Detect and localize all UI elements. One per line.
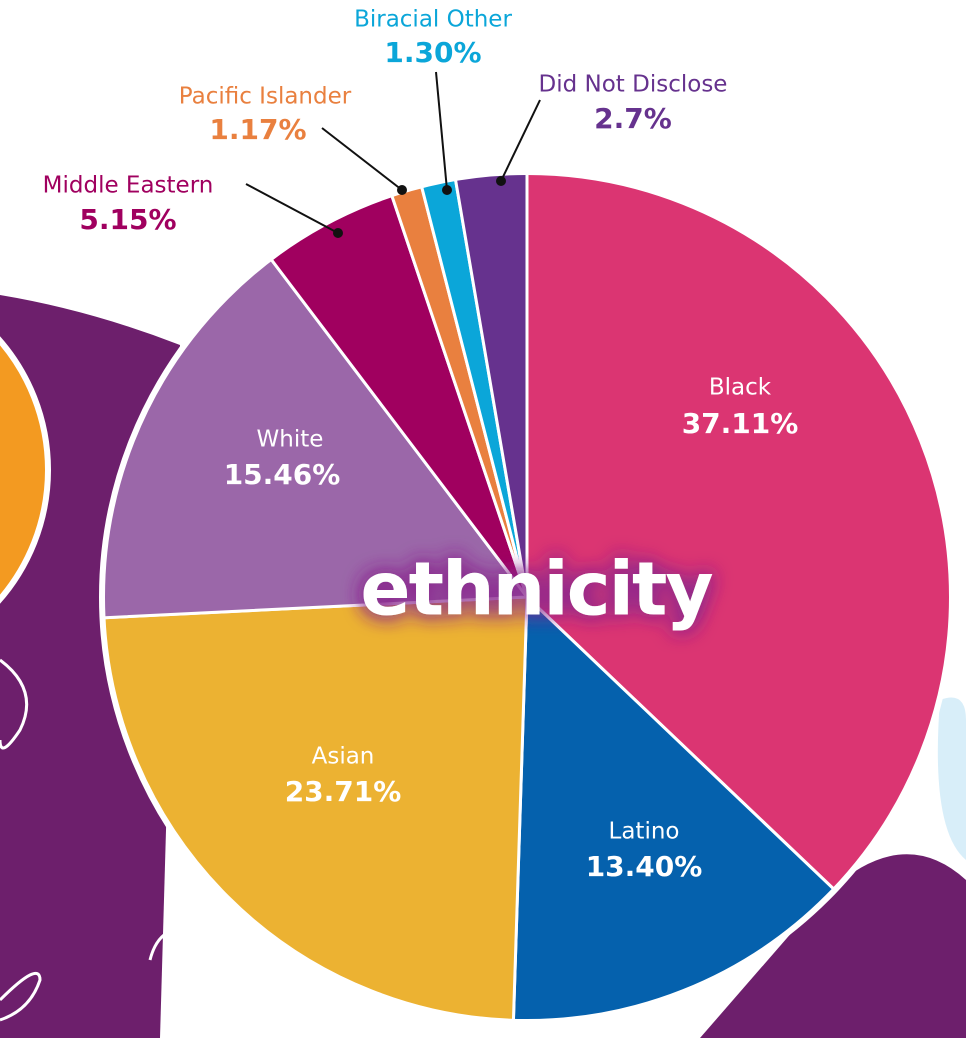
leader-line <box>245 183 339 234</box>
slice-label: Latino <box>609 819 680 845</box>
slice-label: Pacific Islander <box>179 84 352 110</box>
leader-dot <box>496 176 506 186</box>
slice-label: Biracial Other <box>354 7 512 33</box>
slice-value: 2.7% <box>594 102 672 135</box>
chart-title: ethnicity <box>360 547 712 633</box>
leader-line <box>500 99 541 182</box>
slice-value: 15.46% <box>224 458 341 491</box>
slice-value: 37.11% <box>682 407 799 440</box>
leader-dot <box>333 228 343 238</box>
slice-label: Asian <box>312 744 375 770</box>
slice-value: 5.15% <box>79 203 176 236</box>
leader-line <box>321 127 403 191</box>
slice-label: White <box>257 427 324 453</box>
slice-value: 13.40% <box>586 850 703 883</box>
leader-dot <box>442 185 452 195</box>
leader-line <box>435 71 448 191</box>
pie-slice <box>100 595 529 1024</box>
leader-dot <box>397 185 407 195</box>
slice-value: 23.71% <box>285 775 402 808</box>
slice-label: Did Not Disclose <box>539 72 728 98</box>
slice-value: 1.30% <box>384 36 481 69</box>
slice-label: Black <box>709 375 772 401</box>
slice-label: Middle Eastern <box>43 173 214 199</box>
slice-value: 1.17% <box>209 113 306 146</box>
pie: Black 37.11% Latino 13.40% Asian 23.71% White 1… <box>43 7 955 1025</box>
pie-border <box>99 169 955 1025</box>
